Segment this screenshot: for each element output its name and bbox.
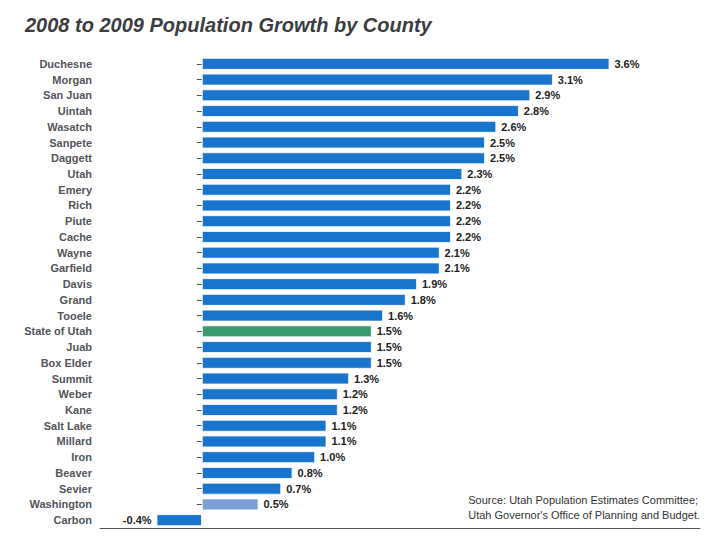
svg-text:2.2%: 2.2% bbox=[456, 184, 481, 196]
svg-text:San Juan: San Juan bbox=[43, 89, 92, 101]
svg-text:Weber: Weber bbox=[59, 388, 93, 400]
svg-text:1.0%: 1.0% bbox=[320, 451, 345, 463]
svg-text:2.1%: 2.1% bbox=[445, 247, 470, 259]
svg-text:3.1%: 3.1% bbox=[558, 74, 583, 86]
svg-text:Garfield: Garfield bbox=[50, 262, 92, 274]
svg-text:Utah Governor's Office of Plan: Utah Governor's Office of Planning and B… bbox=[468, 509, 700, 521]
svg-text:1.1%: 1.1% bbox=[331, 435, 356, 447]
svg-text:1.2%: 1.2% bbox=[343, 388, 368, 400]
svg-text:Salt Lake: Salt Lake bbox=[44, 420, 92, 432]
svg-text:2008 to 2009 Population Growth: 2008 to 2009 Population Growth by County bbox=[24, 14, 433, 36]
svg-text:2.5%: 2.5% bbox=[490, 152, 515, 164]
svg-text:Daggett: Daggett bbox=[51, 152, 92, 164]
svg-text:-0.4%: -0.4% bbox=[123, 514, 152, 526]
svg-text:1.6%: 1.6% bbox=[388, 310, 413, 322]
svg-text:Source: Utah Population Estima: Source: Utah Population Estimates Commit… bbox=[468, 494, 698, 506]
svg-text:Iron: Iron bbox=[71, 451, 92, 463]
svg-text:Sevier: Sevier bbox=[59, 483, 93, 495]
svg-text:1.5%: 1.5% bbox=[377, 325, 402, 337]
svg-text:Wasatch: Wasatch bbox=[47, 121, 92, 133]
svg-text:2.2%: 2.2% bbox=[456, 231, 481, 243]
svg-text:2.6%: 2.6% bbox=[501, 121, 526, 133]
svg-text:Sanpete: Sanpete bbox=[49, 137, 92, 149]
svg-text:Morgan: Morgan bbox=[52, 74, 92, 86]
svg-text:Juab: Juab bbox=[66, 341, 92, 353]
svg-text:2.1%: 2.1% bbox=[445, 262, 470, 274]
svg-text:Summit: Summit bbox=[52, 373, 93, 385]
svg-text:0.5%: 0.5% bbox=[263, 498, 288, 510]
svg-text:Beaver: Beaver bbox=[55, 467, 92, 479]
svg-text:Uintah: Uintah bbox=[58, 105, 93, 117]
svg-text:2.5%: 2.5% bbox=[490, 137, 515, 149]
svg-text:Washington: Washington bbox=[29, 498, 92, 510]
svg-text:1.8%: 1.8% bbox=[411, 294, 436, 306]
svg-text:1.5%: 1.5% bbox=[377, 357, 402, 369]
svg-text:Piute: Piute bbox=[65, 215, 92, 227]
svg-text:Wayne: Wayne bbox=[57, 247, 92, 259]
svg-text:Millard: Millard bbox=[57, 435, 92, 447]
svg-text:Duchesne: Duchesne bbox=[39, 58, 92, 70]
svg-text:2.3%: 2.3% bbox=[467, 168, 492, 180]
svg-text:Rich: Rich bbox=[68, 199, 92, 211]
svg-text:Box Elder: Box Elder bbox=[41, 357, 93, 369]
svg-text:Tooele: Tooele bbox=[57, 310, 92, 322]
svg-text:State of Utah: State of Utah bbox=[24, 325, 92, 337]
svg-text:Grand: Grand bbox=[60, 294, 92, 306]
svg-text:Carbon: Carbon bbox=[54, 514, 93, 526]
svg-text:Davis: Davis bbox=[63, 278, 92, 290]
svg-text:Emery: Emery bbox=[58, 184, 93, 196]
svg-text:1.5%: 1.5% bbox=[377, 341, 402, 353]
svg-text:2.8%: 2.8% bbox=[524, 105, 549, 117]
svg-text:0.7%: 0.7% bbox=[286, 483, 311, 495]
svg-text:2.2%: 2.2% bbox=[456, 215, 481, 227]
svg-text:2.2%: 2.2% bbox=[456, 199, 481, 211]
svg-text:2.9%: 2.9% bbox=[535, 89, 560, 101]
svg-text:1.9%: 1.9% bbox=[422, 278, 447, 290]
svg-text:Cache: Cache bbox=[59, 231, 92, 243]
svg-text:0.8%: 0.8% bbox=[297, 467, 322, 479]
svg-text:1.2%: 1.2% bbox=[343, 404, 368, 416]
svg-text:Utah: Utah bbox=[68, 168, 93, 180]
svg-text:1.1%: 1.1% bbox=[331, 420, 356, 432]
svg-text:Kane: Kane bbox=[65, 404, 92, 416]
svg-text:1.3%: 1.3% bbox=[354, 373, 379, 385]
svg-text:3.6%: 3.6% bbox=[614, 58, 639, 70]
